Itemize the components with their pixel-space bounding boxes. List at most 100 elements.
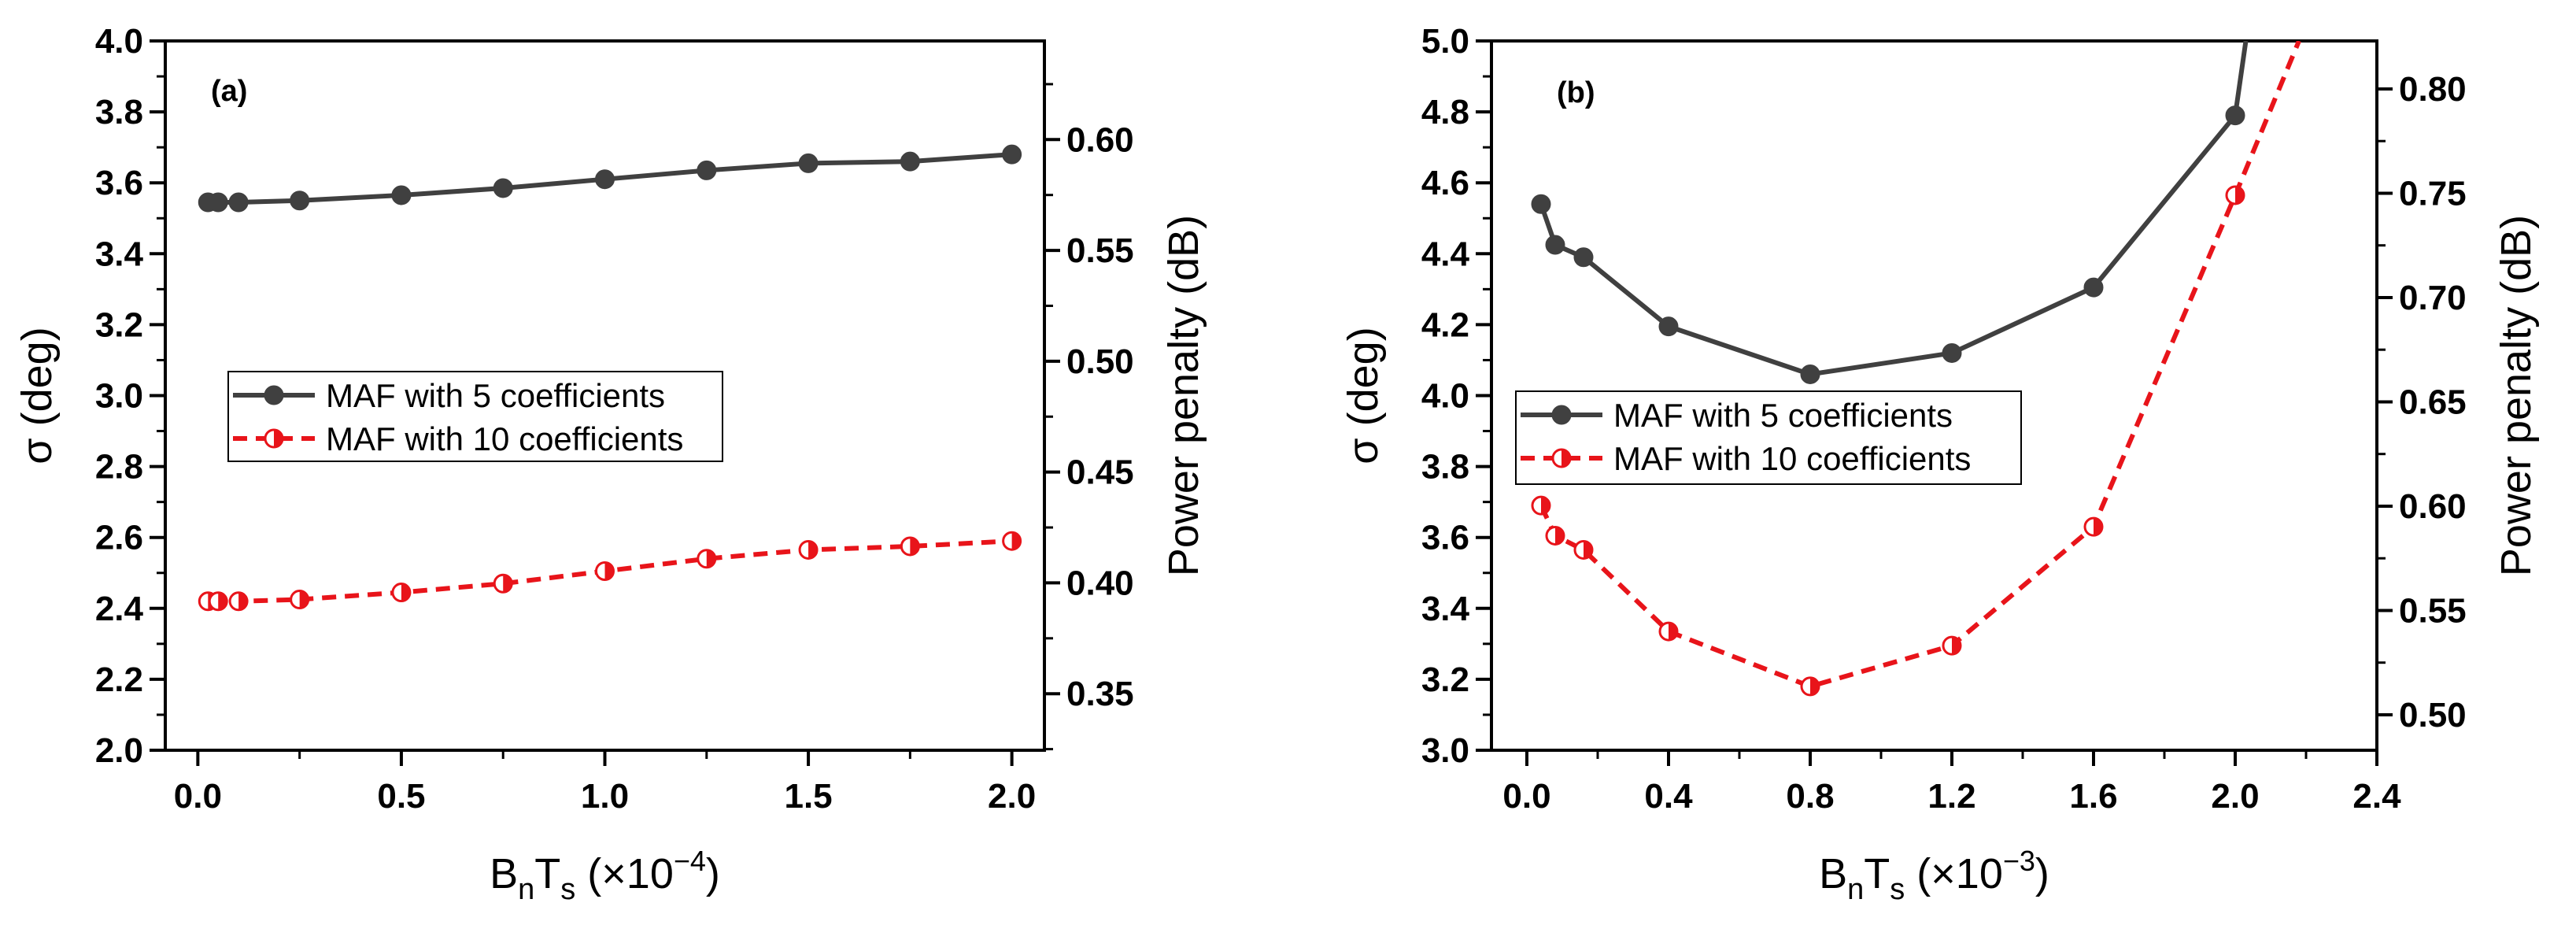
x-tick-label: 2.0 [2211,777,2259,816]
series-1 [1531,41,2249,384]
y2-tick-label: 0.55 [1066,231,1134,270]
panel-label: (b) [1557,76,1595,109]
y-tick-label: 3.6 [1421,519,1469,557]
series-2 [198,531,1022,612]
legend-box [227,371,723,462]
y2-tick-label: 0.65 [2399,383,2467,421]
legend: MAF with 5 coefficients MAF with 10 coeff… [227,371,723,462]
y2-tick-label: 0.50 [1066,342,1134,381]
y2-tick-label: 0.50 [2399,696,2467,734]
data-point-half [218,592,227,610]
y-tick-label: 4.0 [1421,377,1469,416]
data-point [1658,316,1679,337]
legend: MAF with 5 coefficients MAF with 10 coeff… [1515,390,2022,485]
y-tick-label: 4.2 [1421,305,1469,344]
x-tick-label: 0.4 [1644,777,1693,816]
panel-a: 0.0 0.5 1.0 1.5 2.0 2.0 2.2 2.4 2.6 2.8 3.0 3.2 3.4 3… [13,22,1207,906]
data-point [1658,621,1679,642]
y2-tick-label: 0.60 [1066,120,1134,159]
y-tick-label: 2.4 [95,590,144,628]
y-tick-label: 3.4 [1421,590,1470,628]
y-tick-label: 2.0 [95,731,143,770]
x-axis-title: BnTs (×10−4) [490,845,720,906]
data-point [208,591,228,612]
data-point [1942,342,1962,363]
y2-axis-title: Power penalty (dB) [1160,215,1207,576]
data-point [1545,525,1565,546]
y-tick-label: 3.6 [95,164,143,202]
data-point-half [1541,497,1550,515]
x-tick-label: 2.0 [988,777,1036,816]
data-point [208,192,228,213]
data-point-half [238,592,248,610]
y-tick-label: 4.6 [1421,164,1469,202]
x-tick-label: 1.6 [2069,777,2117,816]
data-point-half [1952,637,1961,655]
data-point [798,153,819,173]
data-point [228,591,249,612]
data-point [697,549,717,569]
y-tick-label: 2.2 [95,660,143,699]
y2-tick-label: 0.55 [2399,591,2467,630]
y-tick-label: 4.0 [95,22,143,61]
data-point [595,169,615,190]
data-point [290,191,310,211]
legend-marker-half [274,430,283,447]
series-1 [198,144,1022,213]
data-point [1002,144,1022,165]
y-tick-label: 3.8 [1421,448,1469,487]
data-point-half [401,583,410,601]
data-point [391,185,412,205]
panel-b: 0.0 0.4 0.8 1.2 1.6 2.0 2.4 3.0 3.2 3.4 3.6 3.8 4.0 4… [1340,22,2540,906]
data-point [1002,531,1022,551]
data-point-half [503,575,512,593]
series-line [1539,41,2249,377]
data-point [900,536,920,557]
data-point-half [604,562,614,580]
data-point [228,192,249,213]
data-point-half [1810,677,1819,695]
data-point [493,573,513,594]
y-tick-label: 4.8 [1421,93,1469,131]
y-tick-label: 3.0 [95,377,143,416]
data-point-half [706,549,715,568]
y-tick-label: 5.0 [1421,22,1469,61]
data-point-half [2235,186,2244,204]
data-point [2225,185,2245,205]
x-axis-title: BnTs (×10−3) [1819,845,2049,906]
panel-label: (a) [211,75,247,108]
y-tick-label: 3.2 [1421,660,1469,699]
y-axis-title: σ (deg) [1340,327,1387,464]
data-point [1800,676,1820,697]
x-tick-label: 0.5 [377,777,425,816]
data-point-half [299,590,309,609]
legend-label: MAF with 10 coefficients [1613,440,1971,477]
series-line [1539,41,2301,689]
y2-tick-label: 0.60 [2399,487,2467,526]
x-tick-label: 2.4 [2352,777,2401,816]
data-point [595,561,615,581]
legend-marker [264,385,284,405]
data-point [493,178,513,198]
data-point [1942,635,1962,656]
y2-tick-label: 0.80 [2399,70,2467,109]
x-tick-label: 1.0 [581,777,629,816]
y2-tick-label: 0.35 [1066,675,1134,713]
legend-box [1515,390,2022,485]
data-point [697,160,717,180]
legend-label: MAF with 5 coefficients [326,377,665,414]
y2-tick-label: 0.45 [1066,453,1134,492]
data-point [290,590,310,610]
x-tick-label: 0.8 [1786,777,1834,816]
data-point-half [808,541,818,559]
data-point [1800,364,1820,384]
data-point [1573,539,1594,560]
y2-tick-label: 0.70 [2399,279,2467,317]
y-axis-title: σ (deg) [13,327,61,464]
y-tick-label: 2.6 [95,519,143,557]
legend-label: MAF with 10 coefficients [326,420,683,457]
x-tick-label: 0.0 [174,777,222,816]
data-point-half [2094,518,2102,536]
legend-marker [1551,448,1572,468]
